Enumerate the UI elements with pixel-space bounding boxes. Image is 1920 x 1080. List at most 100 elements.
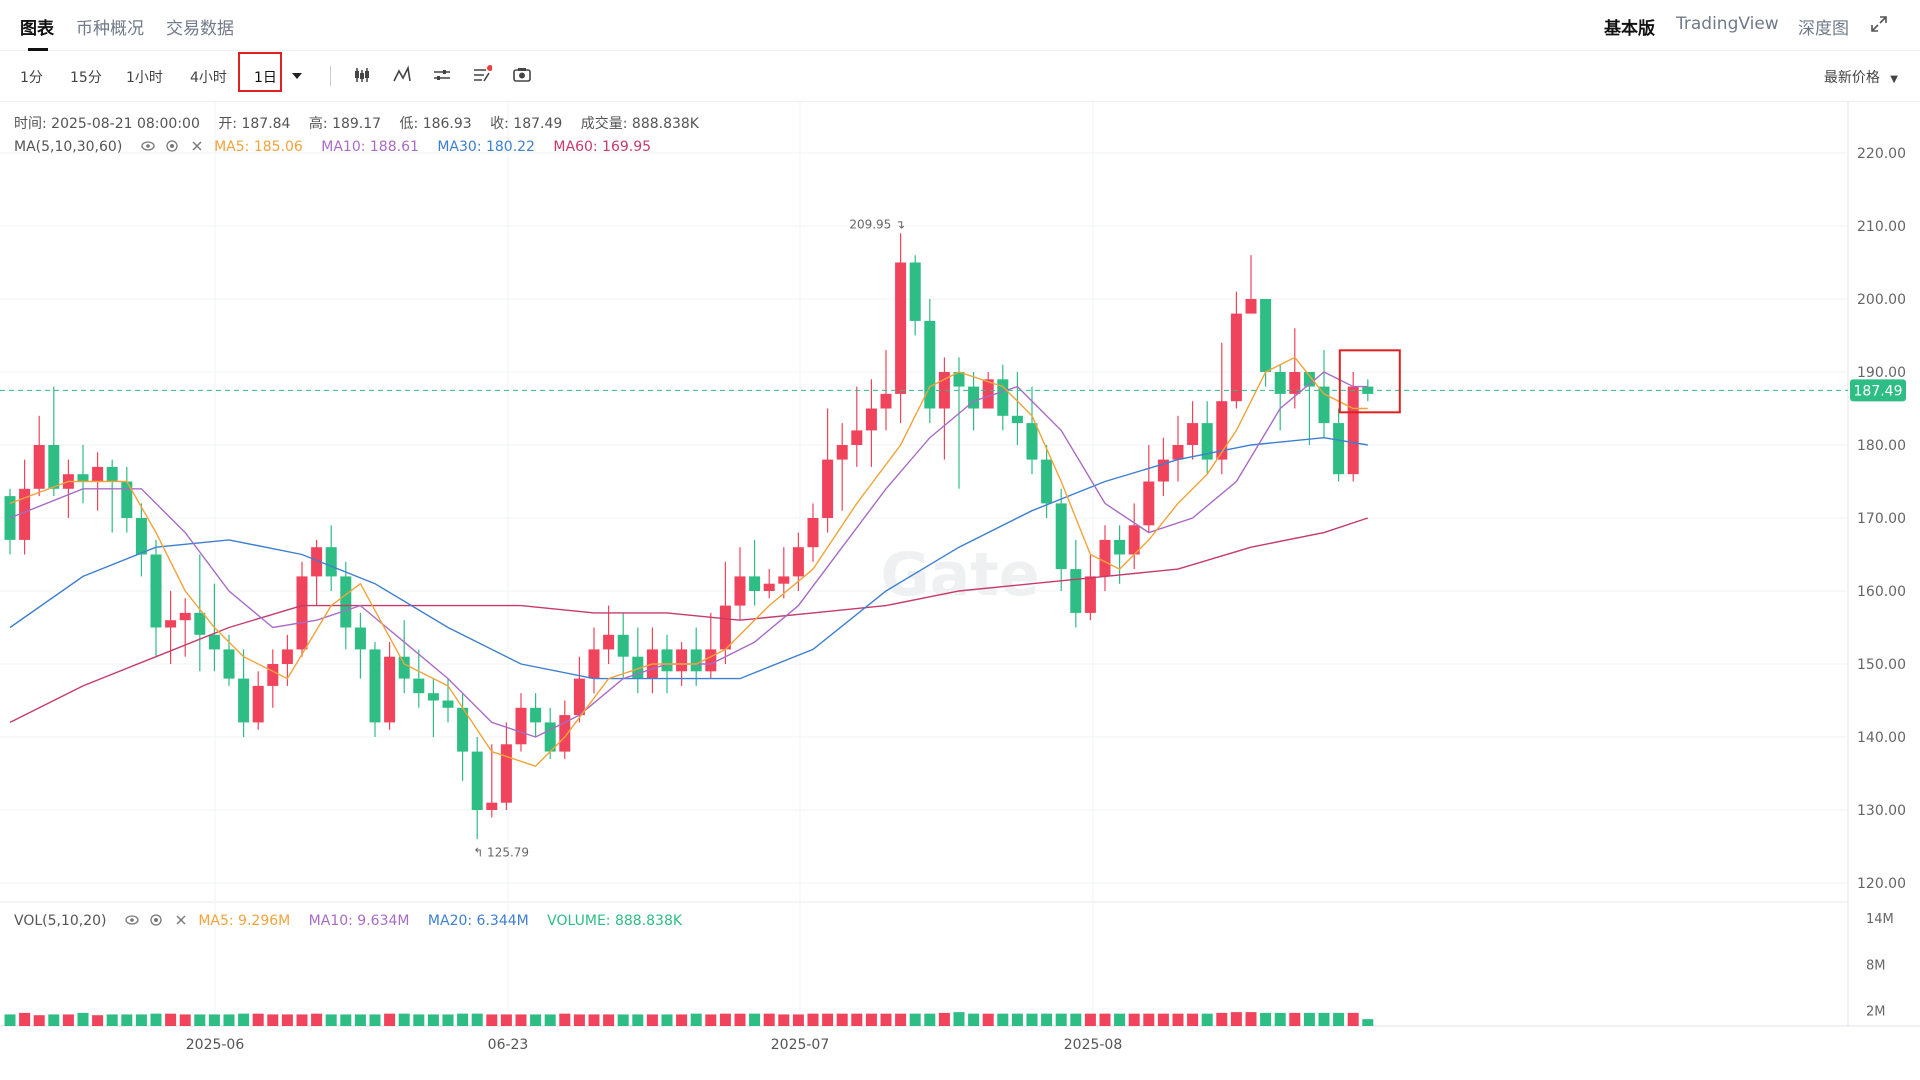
volume-bar [1303,1012,1315,1026]
drawing-list-icon[interactable] [472,65,492,85]
info-low: 低: 186.93 [399,116,472,132]
candle [1230,313,1242,402]
close-icon[interactable] [174,913,188,927]
volume-bar [267,1014,279,1026]
volume-bar [223,1014,235,1026]
volume-bar [1157,1013,1169,1026]
chevron-down-icon: ▼ [1890,74,1898,85]
interval-1h[interactable]: 1小时 [126,70,163,86]
price-type-label: 最新价格 [1823,70,1880,86]
candle [1289,372,1301,394]
candle [208,634,220,650]
chevron-down-icon[interactable] [290,69,304,83]
camera-icon[interactable] [512,65,532,85]
candle [1318,386,1330,424]
volume-bar [1274,1012,1286,1026]
candle [968,386,980,409]
volume-bar [1070,1013,1082,1026]
settings-sliders-icon[interactable] [432,65,452,85]
candle [19,488,31,540]
volume-bar [354,1014,366,1026]
info-open: 开: 187.84 [218,116,291,132]
candle [617,634,629,657]
candle [1347,386,1359,475]
volume-bar [427,1014,439,1026]
volume-bar [792,1014,804,1026]
tab-depth[interactable]: 深度图 [1798,19,1849,39]
candle [1187,423,1199,445]
volume-bar [544,1014,556,1026]
ma30-value: MA30: 180.22 [437,139,535,155]
volume-bar [559,1013,571,1026]
candle [281,649,293,664]
tab-trading-data[interactable]: 交易数据 [166,19,234,39]
candle [792,547,804,577]
tab-basic[interactable]: 基本版 [1604,19,1655,39]
candle [179,612,191,621]
price-tick-label: 170.00 [1857,511,1906,527]
price-tick-label: 220.00 [1857,146,1906,162]
price-chart[interactable]: 220.00 210.00 200.00 190.00 180.00 170.00 160.… [0,102,1920,1080]
candle [106,466,118,482]
candle [457,707,469,752]
candle [1099,539,1111,577]
candle [1041,459,1053,504]
candle [851,430,863,445]
price-tick-label: 190.00 [1857,365,1906,381]
ma60-value: MA60: 169.95 [553,139,652,155]
volume-bar [822,1013,834,1026]
candle [238,678,250,723]
volume-bar [588,1014,600,1026]
price-tick-label: 160.00 [1857,584,1906,600]
eye-icon[interactable] [125,913,139,927]
candle [500,744,512,803]
time-tick-label: 2025-07 [771,1037,830,1053]
volume-bar [938,1012,950,1026]
eye-icon[interactable] [141,139,155,153]
candle [749,576,761,591]
candle [1114,539,1126,555]
volume-bar [486,1014,498,1026]
settings-icon[interactable] [165,139,179,153]
interval-1m[interactable]: 1分 [20,70,43,86]
volume-bar [690,1013,702,1026]
ma-legend-title: MA(5,10,30,60) [14,139,123,155]
interval-15m[interactable]: 15分 [70,70,102,86]
tab-tradingview[interactable]: TradingView [1676,14,1779,34]
price-type-select[interactable]: 最新价格 ▼ [1824,67,1898,87]
volume-bar [1172,1013,1184,1026]
volume-bar [632,1014,644,1026]
tab-overview[interactable]: 币种概况 [76,19,144,39]
interval-4h[interactable]: 4小时 [190,70,227,86]
volume-bar [1333,1012,1345,1026]
interval-1d[interactable]: 1日 [254,70,277,86]
volume-bar [778,1014,790,1026]
volume-bar [296,1014,308,1026]
candle [340,576,352,628]
volume-bar [179,1014,191,1026]
high-mark-label: 209.95 ↴ [849,217,905,231]
tab-chart[interactable]: 图表 [20,14,54,51]
vol-legend-title: VOL(5,10,20) [14,913,107,929]
indicator-icon[interactable] [392,65,412,85]
volume-bar [150,1013,162,1026]
divider [330,66,331,86]
candle [1026,423,1038,460]
close-icon[interactable] [190,139,204,153]
fullscreen-icon[interactable] [1870,15,1888,33]
settings-icon[interactable] [149,913,163,927]
volume-bar [340,1014,352,1026]
candle [384,656,396,723]
volume-bar [646,1014,658,1026]
time-tick-label: 2025-06 [186,1037,245,1053]
candle [515,707,527,745]
candle [632,656,644,679]
ma-legend: MA(5,10,30,60) MA5: 185.06 MA10: 188.61 … [14,139,665,155]
vol-ma20-value: MA20: 6.344M [427,913,529,929]
candle [588,649,600,679]
candlestick-icon[interactable] [352,65,372,85]
candle [311,547,323,577]
candle [778,576,790,584]
volume-bar [92,1015,104,1026]
last-price-badge [1850,379,1906,402]
